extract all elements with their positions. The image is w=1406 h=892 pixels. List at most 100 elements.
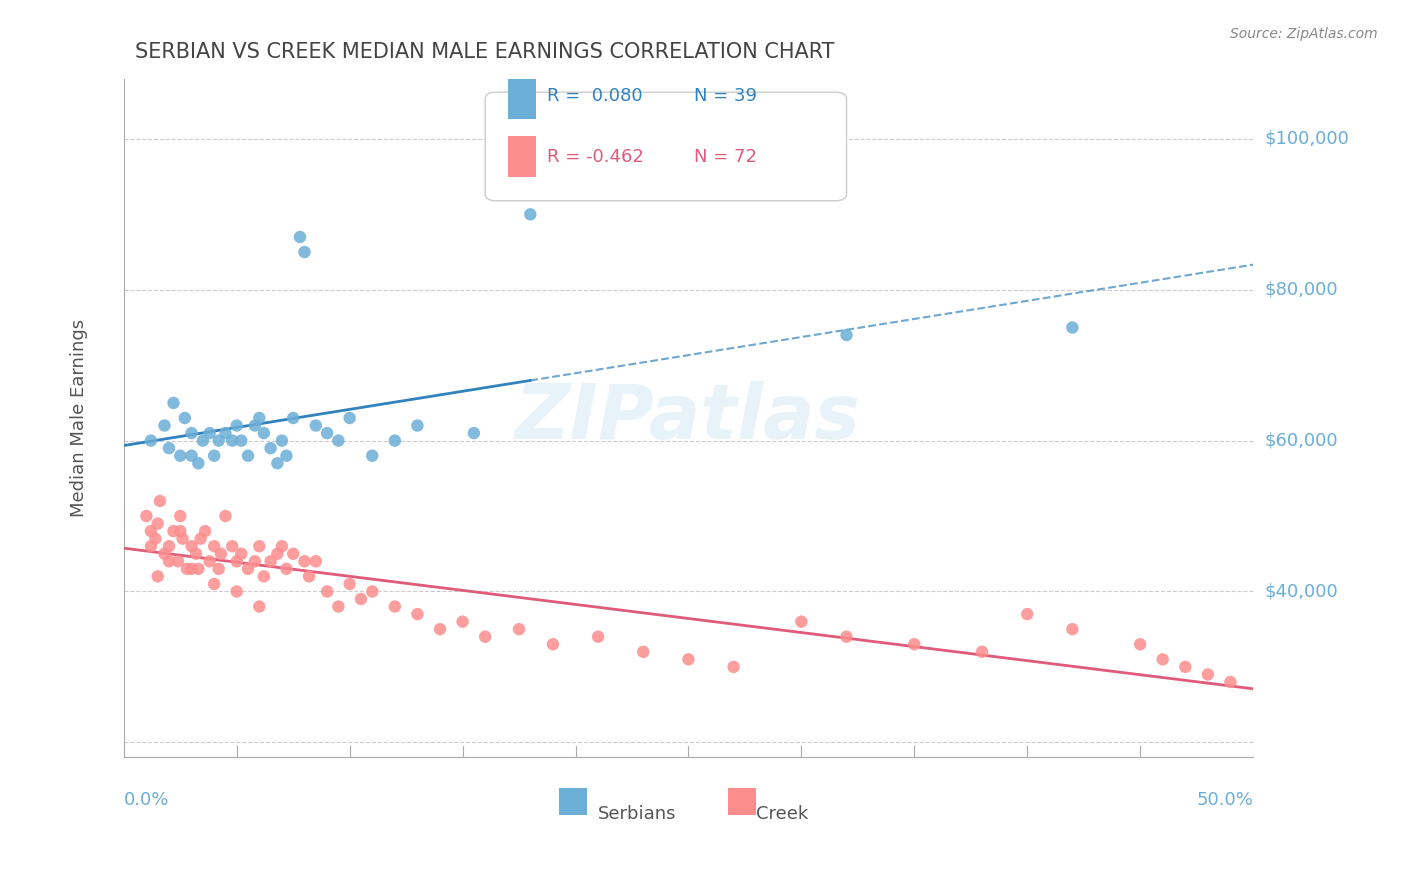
Point: [231, 547, 253, 561]
Point: [202, 577, 225, 591]
Text: $100,000: $100,000: [1264, 130, 1350, 148]
Point: [194, 524, 217, 538]
Point: [298, 569, 321, 583]
Point: [271, 539, 294, 553]
Point: [247, 411, 270, 425]
Point: [145, 532, 167, 546]
Bar: [508, 78, 536, 120]
Point: [288, 230, 311, 244]
Point: [139, 524, 162, 538]
Point: [283, 411, 305, 425]
Point: [187, 456, 209, 470]
Text: R = -0.462: R = -0.462: [547, 148, 644, 166]
Point: [135, 509, 157, 524]
Point: [266, 456, 288, 470]
Point: [202, 449, 225, 463]
Point: [429, 622, 451, 636]
Point: [202, 539, 225, 553]
Text: $60,000: $60,000: [1264, 432, 1339, 450]
Point: [271, 434, 294, 448]
Point: [1219, 675, 1241, 690]
Point: [146, 569, 169, 583]
Text: ZIPatlas: ZIPatlas: [516, 381, 862, 455]
Point: [180, 426, 202, 441]
Point: [305, 554, 328, 568]
Point: [209, 547, 232, 561]
Point: [406, 418, 429, 433]
Point: [276, 562, 298, 576]
Point: [519, 207, 541, 221]
Point: [157, 539, 180, 553]
Point: [236, 562, 259, 576]
Point: [253, 569, 276, 583]
Point: [169, 524, 191, 538]
Text: Source: ZipAtlas.com: Source: ZipAtlas.com: [1230, 27, 1378, 41]
Text: $40,000: $40,000: [1264, 582, 1339, 600]
Point: [172, 532, 194, 546]
Point: [474, 630, 496, 644]
Text: Median Male Earnings: Median Male Earnings: [70, 319, 87, 517]
Point: [198, 426, 221, 441]
Point: [294, 554, 316, 568]
Point: [283, 547, 305, 561]
Point: [162, 524, 184, 538]
Point: [162, 396, 184, 410]
Point: [1197, 667, 1219, 681]
Text: N = 39: N = 39: [695, 87, 756, 104]
Point: [169, 449, 191, 463]
Point: [1062, 320, 1084, 334]
Point: [339, 411, 361, 425]
Point: [225, 584, 247, 599]
Point: [221, 539, 243, 553]
Point: [259, 554, 281, 568]
Point: [316, 426, 339, 441]
Text: R =  0.080: R = 0.080: [547, 87, 643, 104]
Point: [231, 434, 253, 448]
Point: [243, 418, 266, 433]
Point: [176, 562, 198, 576]
Point: [294, 245, 316, 260]
Bar: [728, 788, 756, 815]
Point: [214, 426, 236, 441]
Point: [328, 434, 350, 448]
Point: [361, 584, 384, 599]
Point: [146, 516, 169, 531]
Point: [139, 539, 162, 553]
Text: Serbians: Serbians: [598, 805, 676, 823]
Point: [153, 418, 176, 433]
Point: [1174, 660, 1197, 674]
Point: [247, 599, 270, 614]
Point: [184, 547, 207, 561]
Text: Creek: Creek: [756, 805, 808, 823]
Point: [259, 441, 281, 455]
Point: [180, 449, 202, 463]
Point: [266, 547, 288, 561]
Point: [208, 562, 231, 576]
Point: [247, 539, 270, 553]
Point: [316, 584, 339, 599]
Text: $80,000: $80,000: [1264, 281, 1339, 299]
Point: [1017, 607, 1039, 621]
Point: [225, 418, 247, 433]
Bar: [558, 788, 586, 815]
Point: [541, 637, 564, 651]
Point: [586, 630, 609, 644]
Point: [169, 509, 191, 524]
Point: [339, 577, 361, 591]
Point: [305, 418, 328, 433]
Point: [361, 449, 384, 463]
Point: [214, 509, 236, 524]
Point: [406, 607, 429, 621]
Point: [463, 426, 485, 441]
Text: SERBIAN VS CREEK MEDIAN MALE EARNINGS CORRELATION CHART: SERBIAN VS CREEK MEDIAN MALE EARNINGS CO…: [135, 42, 835, 62]
Point: [350, 592, 373, 607]
Point: [790, 615, 813, 629]
Point: [221, 434, 243, 448]
Point: [276, 449, 298, 463]
Point: [508, 622, 530, 636]
Point: [180, 539, 202, 553]
Point: [180, 562, 202, 576]
Point: [167, 554, 190, 568]
Point: [149, 494, 172, 508]
Point: [1129, 637, 1152, 651]
